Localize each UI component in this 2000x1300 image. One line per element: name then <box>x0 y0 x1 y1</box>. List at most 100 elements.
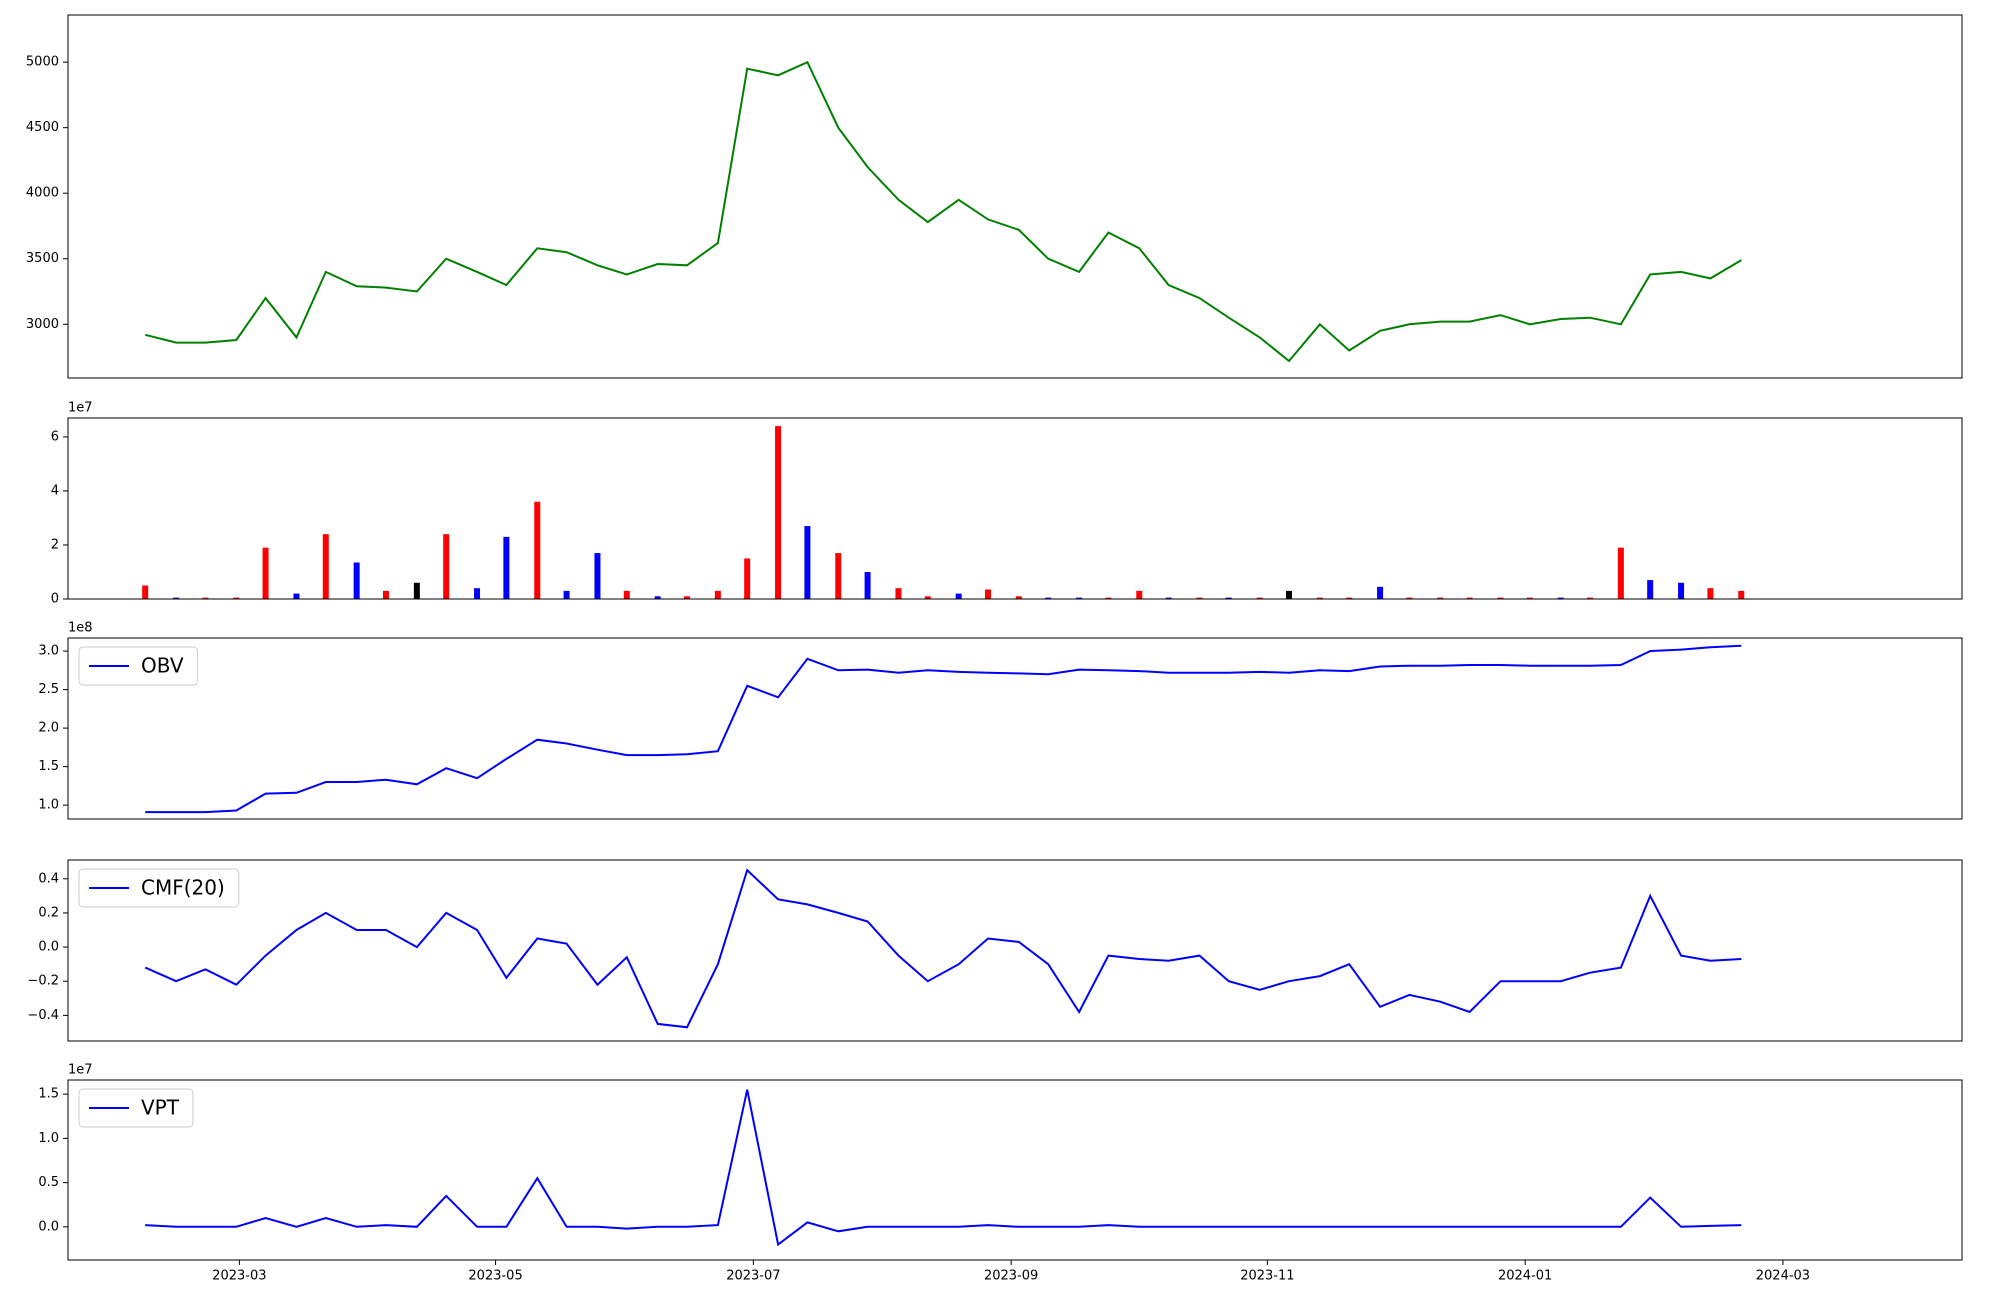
x-tick-label: 2024-01 <box>1498 1269 1552 1284</box>
volume-bar <box>1617 547 1624 599</box>
volume-bar <box>955 593 962 599</box>
line <box>144 60 1742 363</box>
volume-bar <box>1678 582 1685 599</box>
volume-bar <box>1256 597 1263 599</box>
legend-label: CMF(20) <box>141 876 225 900</box>
y-tick-label: 1.0 <box>38 798 59 813</box>
y-tick-label: 1.0 <box>38 1131 59 1146</box>
axis-offset: 1e7 <box>68 1063 93 1078</box>
volume-bar <box>864 571 871 599</box>
volume-bar <box>1526 597 1533 599</box>
y-tick-label: 0.5 <box>38 1175 59 1190</box>
y-tick-label: 0.2 <box>38 905 59 920</box>
y-tick-label: 0 <box>51 592 59 607</box>
volume-bar <box>895 588 902 599</box>
y-tick-label: 0.0 <box>38 1219 59 1234</box>
y-tick-label: 3.0 <box>38 644 59 659</box>
volume-bar <box>683 596 690 599</box>
volume-bar <box>1196 597 1203 599</box>
y-tick-label: 3500 <box>26 251 59 266</box>
axes-frame <box>67 637 1963 820</box>
volume-bar <box>654 596 661 599</box>
volume-bar <box>382 590 389 599</box>
volume-bar <box>714 590 721 599</box>
volume-bar <box>443 534 450 599</box>
volume-bar <box>984 589 991 599</box>
volume-bar <box>775 426 782 599</box>
x-tick-label: 2023-05 <box>468 1269 522 1284</box>
volume-bar <box>1015 596 1022 599</box>
volume-bar <box>173 597 180 599</box>
volume-bar <box>744 558 751 599</box>
x-tick-label: 2023-07 <box>726 1269 780 1284</box>
volume-bar <box>1136 590 1143 599</box>
volume-bar <box>503 536 510 599</box>
volume-bar <box>322 534 329 599</box>
y-tick-label: 5000 <box>26 55 59 70</box>
volume-bar <box>1045 597 1052 599</box>
legend <box>78 1088 194 1128</box>
line <box>144 868 1742 1029</box>
y-tick-label: 4 <box>51 483 59 498</box>
legend <box>78 646 199 686</box>
volume-bar <box>1647 580 1654 599</box>
y-tick-label: −0.2 <box>27 974 59 989</box>
volume-bar <box>1557 597 1564 599</box>
volume-bar <box>353 562 360 599</box>
y-tick-label: 1.5 <box>38 1087 59 1102</box>
volume-bar <box>1316 597 1323 599</box>
line <box>145 644 1742 814</box>
y-tick-label: 4000 <box>26 186 59 201</box>
legend-label: VPT <box>141 1096 180 1120</box>
volume-bar <box>563 590 570 599</box>
volume-bar <box>594 553 601 599</box>
volume-bar <box>202 597 209 599</box>
volume-bar <box>1466 597 1473 599</box>
axis-offset: 1e7 <box>68 401 93 416</box>
axis-offset: 1e8 <box>68 621 93 636</box>
x-tick-label: 2023-09 <box>984 1269 1038 1284</box>
volume-bar <box>924 596 931 599</box>
y-tick-label: 0.4 <box>38 871 59 886</box>
x-tick-label: 2023-03 <box>212 1269 266 1284</box>
x-tick-label: 2024-03 <box>1756 1269 1810 1284</box>
volume-bar <box>1437 597 1444 599</box>
volume-bar <box>1346 597 1353 599</box>
volume-bar <box>142 585 149 599</box>
y-tick-label: 2 <box>51 537 59 552</box>
volume-bar <box>1285 590 1292 599</box>
volume-bar <box>262 547 269 599</box>
volume-bar <box>1707 588 1714 599</box>
volume-bar <box>1165 597 1172 599</box>
legend <box>78 868 240 908</box>
volume-bar <box>1738 590 1745 599</box>
volume-bar <box>233 597 240 599</box>
volume-bar <box>293 593 300 599</box>
line <box>145 1089 1742 1247</box>
volume-bar <box>1225 597 1232 599</box>
volume-bar <box>623 590 630 599</box>
volume-bar <box>474 588 481 599</box>
volume-bar <box>1076 597 1083 599</box>
y-tick-label: 3000 <box>26 317 59 332</box>
axes-frame <box>67 1079 1963 1261</box>
volume-bar <box>534 501 541 599</box>
volume-bar <box>1497 597 1504 599</box>
legend-label: OBV <box>141 654 184 678</box>
y-tick-label: 1.5 <box>38 759 59 774</box>
y-tick-label: 2.5 <box>38 682 59 697</box>
y-tick-label: 4500 <box>26 120 59 135</box>
y-tick-label: 2.0 <box>38 721 59 736</box>
volume-bar <box>1586 597 1593 599</box>
axes-frame <box>67 14 1963 379</box>
x-tick-label: 2023-11 <box>1240 1269 1294 1284</box>
volume-bar <box>1377 586 1384 599</box>
volume-bar <box>835 553 842 599</box>
volume-bar <box>1105 597 1112 599</box>
axes-frame <box>67 417 1963 600</box>
y-tick-label: 0.0 <box>38 940 59 955</box>
volume-bar <box>1406 597 1413 599</box>
y-tick-label: 6 <box>51 429 59 444</box>
axes-frame <box>67 859 1963 1042</box>
